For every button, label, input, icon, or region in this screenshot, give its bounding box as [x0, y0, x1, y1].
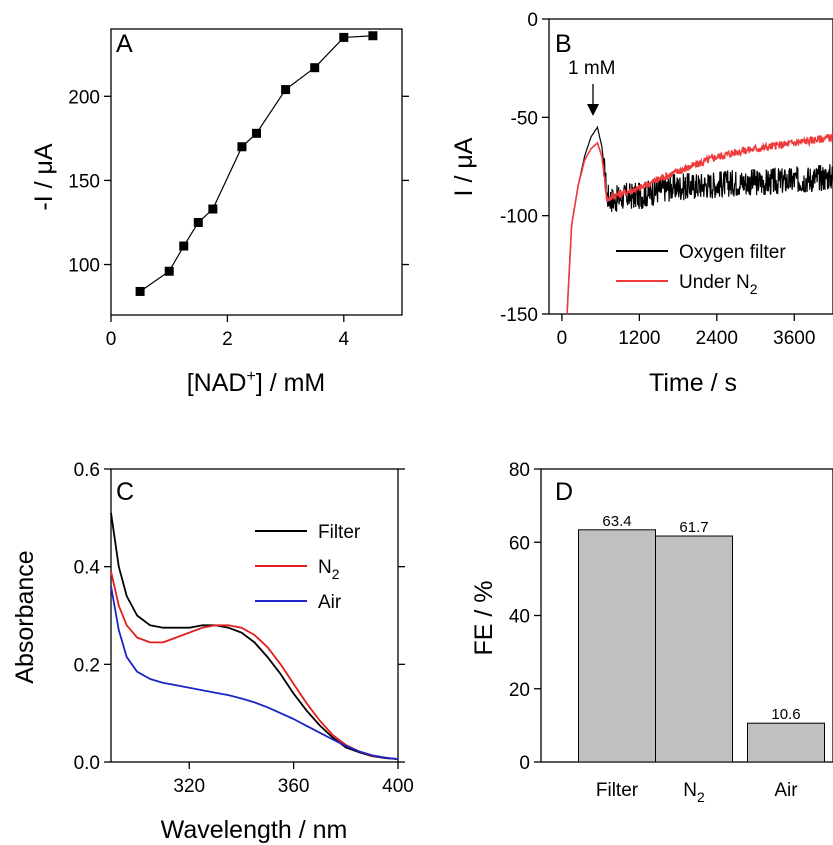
panel-a-point — [179, 241, 189, 251]
panel-c-y-tick-label: 0.6 — [74, 460, 100, 481]
panel-c-frame — [110, 468, 399, 763]
panel-d-category-label-main: Air — [774, 780, 798, 801]
panel-a-x-tick-label: 4 — [339, 329, 350, 350]
panel-d-category-label: N2 — [683, 780, 705, 805]
panel-b-y-tick-label: -100 — [500, 207, 538, 228]
panel-d-category-label: Filter — [596, 780, 639, 801]
panel-a-y-tick-label: 100 — [68, 256, 100, 277]
panel-b-x-tick-label: 1200 — [618, 328, 660, 349]
panel-d-y-tick-label: 60 — [509, 533, 530, 554]
panel-b-x-tick-label: 3600 — [773, 328, 815, 349]
panel-c-legend-label-air: Air — [318, 592, 342, 613]
panel-d-bar — [578, 529, 656, 763]
panel-a: 100 150 200 0 2 4 A -I / μA [NAD+] / mM — [30, 28, 409, 397]
panel-a-point — [281, 85, 291, 95]
panel-d-y-tick-label: 0 — [519, 753, 530, 774]
panel-b: -150 -100 -50 0 0 1200 2400 3600 B I / μA Time … — [450, 10, 833, 397]
panel-b-series-under-n2 — [566, 133, 833, 314]
panel-b-y-tick-label: 0 — [527, 10, 538, 31]
panel-a-letter: A — [116, 30, 133, 58]
panel-a-point — [193, 217, 203, 227]
panel-a-point — [310, 63, 320, 73]
panel-a-y-axis-title: -I / μA — [30, 143, 58, 211]
panel-a-point — [208, 204, 218, 214]
panel-b-annotation-arrow — [587, 84, 599, 116]
panel-b-legend-label-oxygen: Oxygen filter — [679, 242, 786, 263]
panel-c-y-tick-label: 0.2 — [74, 655, 100, 676]
panel-c: 0.0 0.2 0.4 0.6 320 360 400 C Absorbance Wavel… — [11, 460, 414, 844]
panel-d-y-tick-label: 80 — [509, 460, 530, 481]
panel-d: 0 20 40 60 80 63.4 Filter 61.7 N2 10.6 Air D FE / … — [470, 460, 833, 805]
panel-a-x-tick-label: 2 — [222, 329, 233, 350]
panel-c-x-axis-title: Wavelength / nm — [161, 816, 348, 844]
panel-c-y-tick-label: 0.0 — [74, 753, 100, 774]
panel-c-x-tick-label: 360 — [278, 776, 310, 797]
panel-d-bar — [747, 722, 825, 763]
panel-a-point — [252, 128, 261, 138]
panel-d-category-label-main: N — [683, 780, 697, 801]
panel-c-legend: Filter N2 Air — [255, 522, 361, 613]
panel-c-x-tick-label: 320 — [173, 776, 205, 797]
panel-a-x-tick-label: 0 — [106, 329, 117, 350]
panel-b-y-axis-title: I / μA — [450, 137, 478, 196]
panel-c-series-air — [110, 586, 399, 760]
panel-c-letter: C — [116, 478, 134, 506]
panel-a-x-axis-title-pre: [NAD — [187, 369, 247, 397]
panel-b-letter: B — [555, 30, 572, 58]
panel-c-legend-label-n2: N2 — [318, 557, 340, 582]
panel-a-point — [237, 142, 247, 152]
panel-b-legend-label-n2: Under N2 — [679, 272, 758, 297]
panel-a-plot-area: 100 150 200 0 2 4 — [68, 28, 409, 350]
panel-b-legend-label-n2-sub: 2 — [750, 281, 758, 297]
panel-a-point — [368, 31, 378, 41]
panel-d-bar-value-label: 10.6 — [771, 706, 800, 723]
panel-a-point — [135, 286, 145, 296]
panel-b-x-axis-title: Time / s — [649, 369, 737, 397]
panel-b-legend-label-n2-main: Under N — [679, 272, 750, 293]
panel-a-series-line — [139, 35, 373, 292]
panel-d-category-label-sub: 2 — [697, 789, 705, 805]
panel-b-y-tick-label: -50 — [511, 108, 538, 129]
panel-c-plot-area: 0.0 0.2 0.4 0.6 320 360 400 — [74, 460, 414, 797]
panel-d-category-label-main: Filter — [596, 780, 639, 801]
panel-c-legend-label-n2-sub: 2 — [332, 566, 340, 582]
panel-c-y-axis-title: Absorbance — [11, 550, 39, 683]
panel-b-legend: Oxygen filter Under N2 — [616, 242, 786, 297]
panel-b-y-tick-label: -150 — [500, 305, 538, 326]
panel-c-series-filter — [110, 512, 399, 760]
panel-a-y-tick-label: 150 — [68, 171, 100, 192]
panel-c-y-tick-label: 0.4 — [74, 558, 101, 579]
panel-c-legend-label-n2-main: N — [318, 557, 332, 578]
panel-a-point — [164, 266, 174, 276]
panel-a-frame — [110, 28, 403, 316]
panel-b-x-tick-label: 0 — [557, 328, 568, 349]
panel-b-frame — [548, 18, 833, 315]
panel-c-legend-label-filter: Filter — [318, 522, 361, 543]
panel-a-x-axis-title-post: ] / mM — [256, 369, 325, 397]
panel-d-bar — [655, 535, 733, 763]
panel-d-plot-area: 0 20 40 60 80 63.4 Filter 61.7 N2 10.6 Air — [509, 460, 833, 805]
panel-d-category-label: Air — [774, 780, 798, 801]
panel-b-x-tick-label: 2400 — [696, 328, 738, 349]
panel-d-bar-value-label: 63.4 — [602, 513, 631, 530]
panel-d-y-tick-label: 40 — [509, 607, 530, 628]
panel-b-plot-area: -150 -100 -50 0 0 1200 2400 3600 — [500, 10, 833, 349]
panel-c-x-tick-label: 400 — [382, 776, 414, 797]
panel-a-x-axis-title-sup: + — [246, 368, 255, 385]
panel-d-letter: D — [555, 478, 573, 506]
panel-d-bar-value-label: 61.7 — [679, 519, 708, 536]
panel-c-series-n2 — [110, 571, 399, 760]
panel-a-y-tick-label: 200 — [68, 87, 100, 108]
panel-a-x-axis-title: [NAD+] / mM — [187, 368, 326, 397]
panel-d-y-axis-title: FE / % — [470, 580, 498, 655]
panel-a-point — [339, 32, 349, 42]
panel-d-y-tick-label: 20 — [509, 680, 530, 701]
panel-b-annotation-text: 1 mM — [568, 58, 616, 79]
